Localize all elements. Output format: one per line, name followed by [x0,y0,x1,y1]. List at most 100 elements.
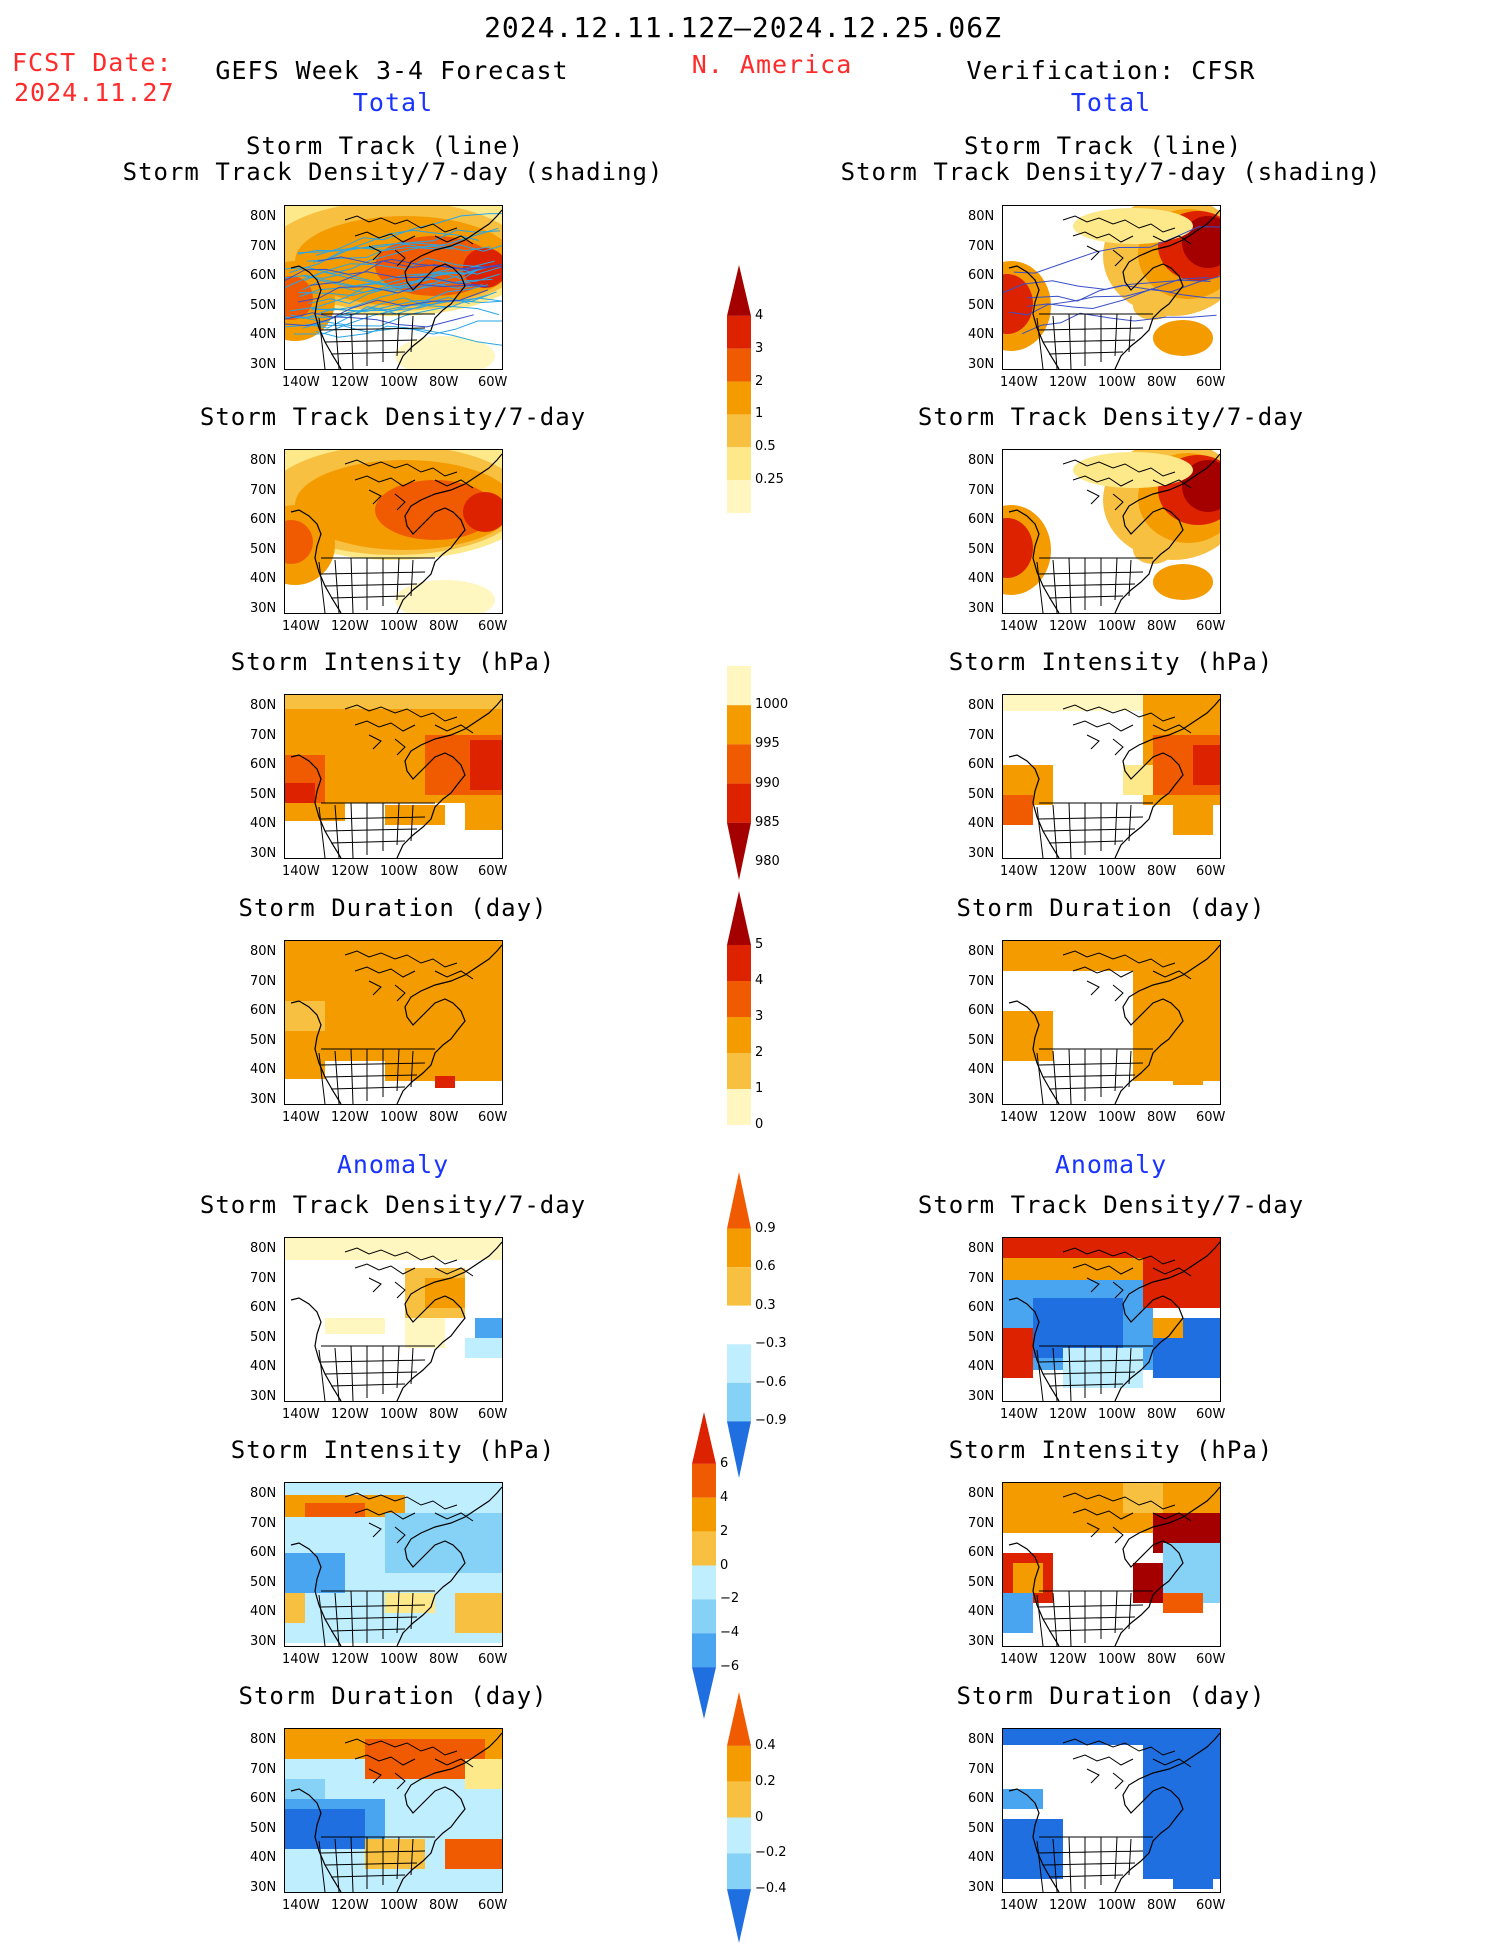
lon-tick-label: 80W [429,619,459,634]
colorbar-segment [727,1344,751,1383]
lat-tick-label: 80N [968,698,995,713]
coastline [290,1241,502,1401]
map-track-verif [1002,205,1221,370]
coastline [1008,1241,1220,1401]
storm-track-line [297,284,489,303]
state-boundaries [1036,1836,1153,1892]
lat-tick-label: 70N [250,1270,277,1286]
lat-tick-label: 80N [250,1241,277,1256]
lat-tick-label: 50N [250,1574,277,1590]
region-label: N. America [691,50,853,79]
lat-tick-label: 70N [250,482,277,498]
colorbar-label: 985 [755,814,780,830]
map-duration-verif [1002,940,1221,1105]
shading-patch [395,336,495,369]
lon-tick-label: 100W [1098,1407,1136,1422]
shading-cell [285,1553,345,1593]
lon-tick-label: 80W [429,375,459,390]
map-duration-forecast [284,940,503,1105]
colorbar-label: 980 [755,854,780,869]
state-boundaries [318,1836,435,1892]
lon-tick-label: 120W [331,619,369,634]
shading-cell [1133,971,1220,1081]
track-line-title-left: Storm Track (line) [245,132,525,160]
lon-tick-label: 60W [1196,1652,1226,1667]
colorbar-label: 2 [755,1045,764,1060]
shading-cell [435,1076,455,1088]
shading-patch [395,580,495,613]
colorbar-label: 6 [720,1455,729,1471]
colorbar-segment [727,1817,751,1854]
colorbar-label: −0.4 [755,1881,787,1897]
lon-tick-label: 120W [1049,375,1087,390]
colorbar-segment [727,666,751,706]
colorbar-segment [727,348,751,382]
lat-tick-label: 60N [250,1003,277,1018]
map-intensity-forecast [284,694,503,859]
map-duration-anom-verif [1002,1728,1221,1893]
total-label-left: Total [352,88,434,117]
lat-tick-label: 30N [968,1633,995,1649]
density-title-right: Storm Track Density/7-day [917,403,1305,431]
arctic-islands-outline [1062,215,1192,267]
lat-tick-label: 30N [250,1388,277,1404]
lon-tick-label: 60W [478,1110,508,1125]
coastline [1008,209,1220,369]
lon-tick-label: 80W [429,1652,459,1667]
state-boundaries [318,557,435,613]
lon-tick-label: 120W [1049,1898,1087,1913]
lon-tick-label: 80W [1147,1898,1177,1913]
lon-tick-label: 100W [1098,375,1136,390]
lon-tick-label: 140W [1000,619,1038,634]
shading-patch [1003,518,1033,578]
lon-tick-label: 100W [1098,1110,1136,1125]
coastline [1008,1486,1220,1646]
lat-tick-label: 40N [968,1604,995,1619]
coastline [290,1732,502,1892]
lon-tick-label: 120W [1049,1110,1087,1125]
arctic-islands-outline [344,1492,474,1544]
lon-tick-label: 120W [1049,1652,1087,1667]
shading-cell [1123,765,1153,795]
state-boundaries [1036,1345,1153,1401]
lat-tick-label: 80N [250,209,277,224]
lon-tick-label: 100W [380,619,418,634]
lon-tick-label: 120W [331,1407,369,1422]
shading-cell [385,805,445,825]
lat-tick-label: 50N [250,786,277,802]
storm-track-line [285,268,481,286]
colorbar-segment [727,480,751,513]
colorbar-segment [692,1667,716,1719]
lon-tick-label: 120W [331,864,369,879]
coastline [290,209,502,369]
lon-tick-label: 80W [1147,375,1177,390]
coastline [1008,698,1220,858]
shading-cell [1123,1483,1163,1513]
colorbar-segment [727,265,751,316]
storm-track-line [309,260,502,286]
colorbar-label: 3 [755,1009,764,1024]
shading-cell [1003,1789,1043,1809]
lat-tick-label: 50N [968,541,995,557]
lon-tick-label: 140W [282,1652,320,1667]
colorbar-label: 0.2 [755,1773,776,1789]
colorbar-segment [692,1531,716,1566]
shading-cell [1003,1819,1063,1879]
shading-cell [285,1001,325,1031]
colorbar-label: 0.5 [755,439,776,455]
lat-tick-label: 80N [968,1241,995,1256]
total-label-right: Total [1070,88,1152,117]
lon-tick-label: 60W [1196,375,1226,390]
lon-tick-label: 60W [478,864,508,879]
lat-tick-label: 30N [250,356,277,372]
lat-tick-label: 50N [250,297,277,313]
storm-track-line [301,266,486,285]
colorbar-label: 0.25 [755,472,784,488]
arctic-islands-outline [1062,1492,1192,1544]
lon-tick-label: 80W [1147,1110,1177,1125]
arctic-islands-outline [344,950,474,1002]
shading-patch [1073,208,1193,244]
lon-tick-label: 120W [1049,619,1087,634]
lon-tick-label: 140W [1000,864,1038,879]
lat-tick-label: 70N [250,727,277,743]
